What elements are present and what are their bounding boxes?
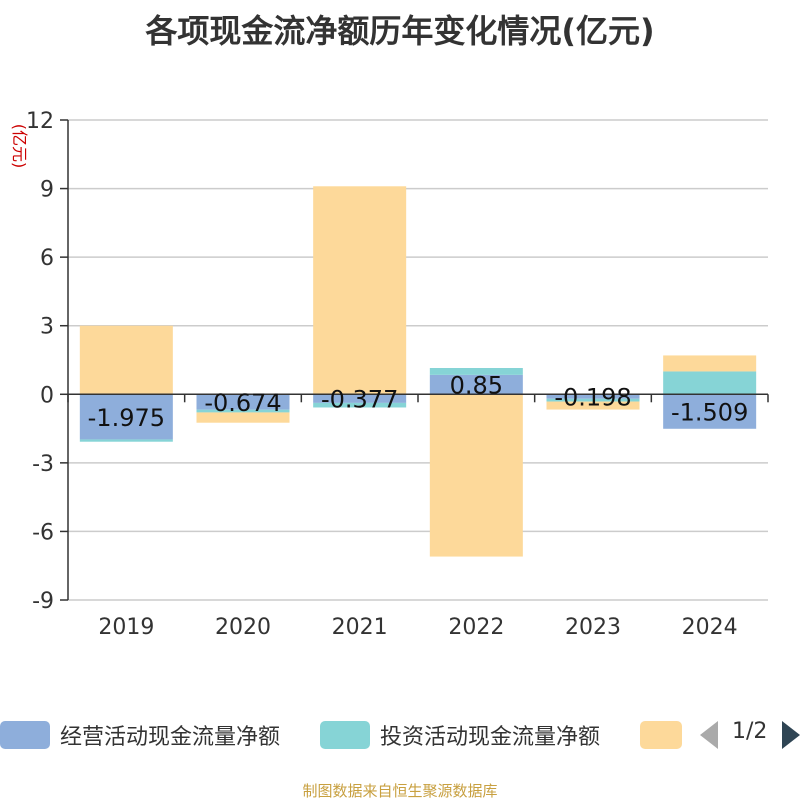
x-tick-label: 2024 xyxy=(682,615,738,640)
y-tick-label: 0 xyxy=(40,383,54,408)
bar-other-2022 xyxy=(429,394,523,557)
bar-investing-2022 xyxy=(429,368,523,375)
bars xyxy=(79,186,757,557)
x-tick-label: 2022 xyxy=(448,615,504,640)
legend-label-investing: 投资活动现金流量净额 xyxy=(380,725,601,750)
bar-investing-2024 xyxy=(663,371,757,395)
bar-operating-2020 xyxy=(196,394,290,410)
bar-operating-2024 xyxy=(663,394,757,429)
legend-page-indicator: 1/2 xyxy=(732,719,768,744)
bar-operating-2023 xyxy=(546,394,640,399)
y-tick-label: 3 xyxy=(40,315,54,340)
legend: 经营活动现金流量净额 投资活动现金流量净额 1/2 xyxy=(0,715,800,755)
legend-label-operating: 经营活动现金流量净额 xyxy=(60,725,281,750)
bar-other-2020 xyxy=(196,412,290,423)
legend-next-page-icon[interactable] xyxy=(782,721,800,749)
y-tick-label: -3 xyxy=(32,452,54,477)
y-tick-label: 12 xyxy=(26,109,54,134)
y-tick-label: -9 xyxy=(32,589,54,614)
x-tick-label: 2023 xyxy=(565,615,621,640)
legend-prev-page-icon[interactable] xyxy=(700,721,718,749)
legend-swatch-third xyxy=(640,721,682,749)
data-label-2021: -0.377 xyxy=(321,386,398,414)
bar-operating-2019 xyxy=(79,394,173,440)
bar-operating-2022 xyxy=(429,374,523,395)
legend-swatch-operating xyxy=(0,721,50,749)
data-labels: -1.975 -0.674 -0.377 0.85 -0.198 -1.509 xyxy=(88,372,749,432)
data-label-2022: 0.85 xyxy=(450,372,503,400)
bar-investing-2021 xyxy=(313,402,407,408)
bar-other-2021 xyxy=(313,186,407,395)
x-tick-label: 2019 xyxy=(98,615,154,640)
x-tick-label: 2020 xyxy=(215,615,271,640)
data-label-2023: -0.198 xyxy=(554,384,631,412)
y-tick-label: 9 xyxy=(40,178,54,203)
legend-swatch-investing xyxy=(320,721,370,749)
axes: 12 9 6 3 0 -3 -6 -9 2019 2020 2021 2022 2023 2024 xyxy=(26,109,769,640)
y-axis-label: (亿元) xyxy=(10,124,29,169)
y-tick-label: -6 xyxy=(32,520,54,545)
data-label-2024: -1.509 xyxy=(671,399,748,427)
data-source-note: 制图数据来自恒生聚源数据库 xyxy=(302,782,498,800)
bar-operating-2021 xyxy=(313,394,407,403)
grid-lines xyxy=(68,119,768,601)
data-label-2019: -1.975 xyxy=(88,404,165,432)
bar-investing-2019 xyxy=(79,439,173,442)
y-tick-label: 6 xyxy=(40,246,54,271)
bar-other-2023 xyxy=(546,401,640,410)
chart-title: 各项现金流净额历年变化情况(亿元) xyxy=(145,12,655,50)
bar-investing-2020 xyxy=(196,409,290,413)
bar-other-2019 xyxy=(79,325,173,395)
x-tick-label: 2021 xyxy=(332,615,388,640)
cash-flow-chart: 12 9 6 3 0 -3 -6 -9 2019 2020 2021 2022 2023 2024 -1.… xyxy=(10,109,769,640)
data-label-2020: -0.674 xyxy=(204,389,281,417)
bar-investing-2023 xyxy=(546,398,640,402)
bar-other-2024 xyxy=(663,355,757,372)
